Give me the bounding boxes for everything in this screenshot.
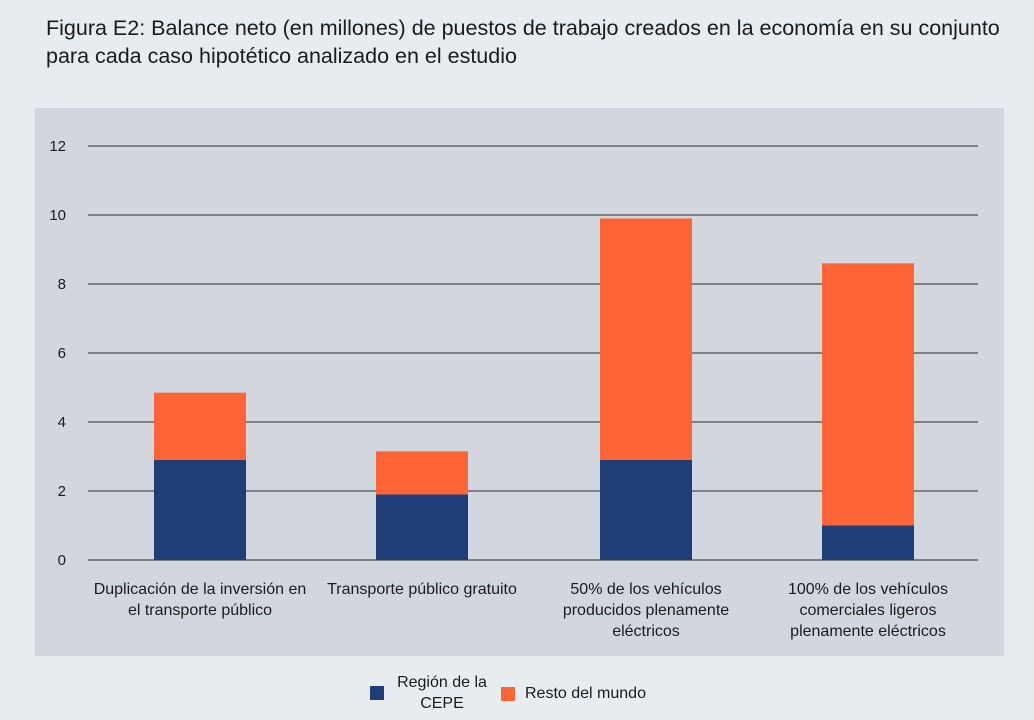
- legend-label-resto-mundo: Resto del mundo: [525, 685, 646, 702]
- y-tick-label-6: 6: [58, 345, 66, 362]
- legend-label-region-cepe: Región de la CEPE: [397, 674, 487, 712]
- bar-resto-mundo-1: [154, 392, 246, 460]
- x-tick-label-1: Duplicación de la inversión en el transp…: [93, 581, 307, 619]
- bar-region-cepe-3: [600, 459, 692, 560]
- bar-region-cepe-4: [822, 525, 914, 560]
- y-tick-label-8: 8: [58, 276, 66, 293]
- x-tick-label-3: 50% de los vehículos producidos plenamen…: [562, 581, 730, 640]
- y-tick-label-12: 12: [49, 138, 66, 155]
- plot-panel: 0 2 4 6 8 10 12 Duplicación de la inversión en…: [35, 108, 1004, 656]
- legend: Región de la CEPE Resto del mundo: [0, 672, 1034, 718]
- x-tick-label-4: 100% de los vehículos comerciales ligero…: [787, 581, 949, 640]
- y-tick-label-10: 10: [49, 207, 66, 224]
- bar-region-cepe-2: [376, 494, 468, 560]
- bar-resto-mundo-4: [822, 263, 914, 526]
- legend-item-resto-mundo: Resto del mundo: [501, 683, 646, 704]
- chart-title: Figura E2: Balance neto (en millones) de…: [46, 16, 1000, 68]
- bar-resto-mundo-2: [376, 451, 468, 495]
- legend-swatch-resto-mundo: [501, 686, 515, 701]
- legend-item-region-cepe: Región de la CEPE: [370, 672, 490, 714]
- y-tick-label-0: 0: [58, 552, 66, 568]
- bar-region-cepe-1: [154, 459, 246, 560]
- legend-swatch-region-cepe: [370, 686, 384, 700]
- y-tick-label-2: 2: [58, 483, 66, 500]
- x-tick-label-2: Transporte público gratuito: [327, 581, 517, 598]
- bar-resto-mundo-3: [600, 218, 692, 460]
- y-tick-label-4: 4: [58, 414, 66, 431]
- chart-canvas: 0 2 4 6 8 10 12: [49, 138, 978, 568]
